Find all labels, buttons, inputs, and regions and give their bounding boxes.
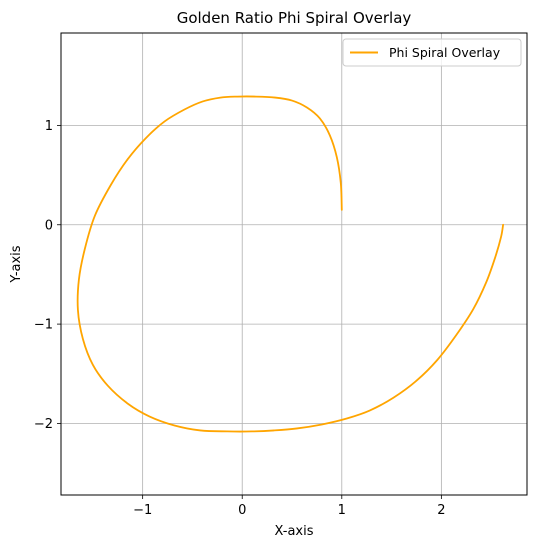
legend-label: Phi Spiral Overlay: [389, 45, 501, 60]
y-tick-label: 1: [45, 119, 53, 134]
x-axis-label: X-axis: [275, 524, 314, 539]
y-tick-label: −2: [34, 417, 53, 432]
x-tick-label: 1: [338, 503, 346, 518]
y-tick-label: 0: [45, 218, 53, 233]
legend-box: [342, 38, 522, 67]
y-axis-label: Y-axis: [9, 245, 24, 283]
x-tick-label: 0: [238, 503, 246, 518]
plot-frame: [60, 32, 528, 496]
legend: Phi Spiral Overlay: [342, 38, 522, 67]
series-line-0: [76, 95, 504, 433]
ticks: −1 0 1 2 −2 −1 0 1: [34, 119, 446, 518]
x-tick-label: −1: [133, 503, 152, 518]
y-tick-label: −1: [34, 318, 53, 333]
x-tick-label: 2: [437, 503, 445, 518]
series-layer: [76, 95, 504, 433]
chart-title: Golden Ratio Phi Spiral Overlay: [177, 9, 412, 27]
grid: [61, 33, 527, 495]
